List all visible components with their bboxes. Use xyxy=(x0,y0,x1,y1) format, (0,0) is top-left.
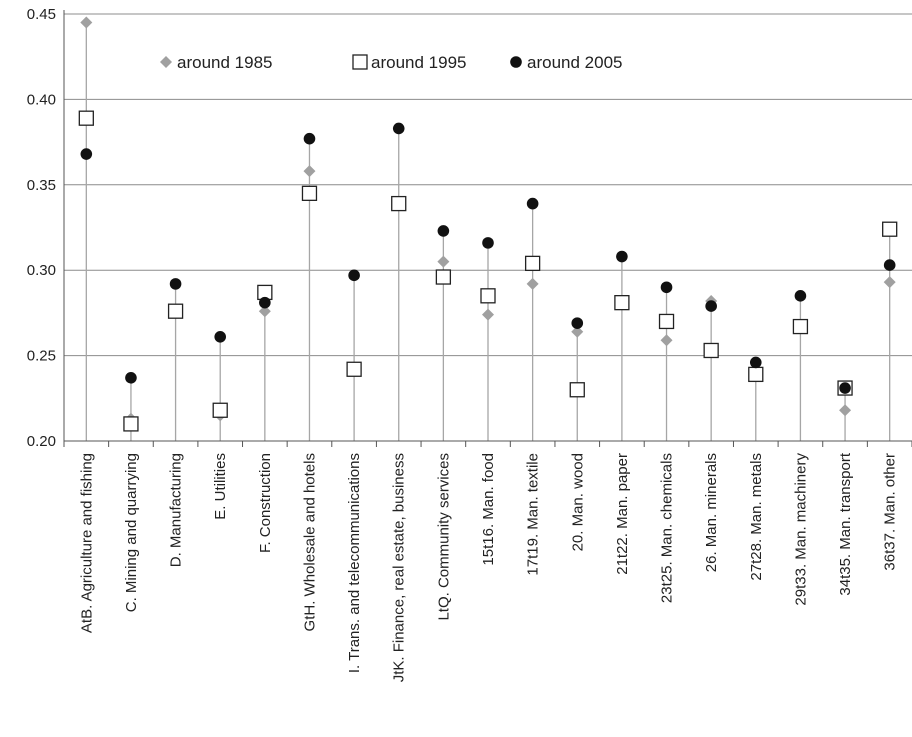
x-category-label: 26. Man. minerals xyxy=(703,453,720,572)
point-square xyxy=(882,221,898,237)
point-square xyxy=(480,288,496,304)
legend-label: around 1995 xyxy=(371,53,466,72)
legend-marker-diamond xyxy=(160,56,172,68)
x-category-label: 15t16. Man. food xyxy=(480,453,497,566)
x-category-label: 34t35. Man. transport xyxy=(837,452,854,595)
axes xyxy=(63,10,912,447)
y-tick-label: 0.45 xyxy=(27,6,56,23)
legend-marker-square xyxy=(352,54,368,70)
x-category-label: 23t25. Man. chemicals xyxy=(659,453,676,603)
point-circle xyxy=(214,331,227,343)
point-diamond xyxy=(883,276,896,289)
point-circle xyxy=(660,281,673,294)
legend-label: around 1985 xyxy=(177,53,272,72)
point-circle xyxy=(348,269,360,282)
legend-marker-circle xyxy=(510,56,522,68)
point-square xyxy=(703,342,719,359)
point-circle xyxy=(80,148,93,160)
point-circle xyxy=(437,225,450,237)
x-category-label: JtK. Finance, real estate, business xyxy=(391,453,408,682)
point-circle xyxy=(259,296,271,309)
x-category-label: 21t22. Man. paper xyxy=(614,453,631,575)
point-square xyxy=(569,382,585,398)
x-category-labels: AtB. Agriculture and fishing C. Mining an… xyxy=(78,452,898,682)
point-circle xyxy=(794,290,807,302)
x-category-label: 36t37. Man. other xyxy=(882,453,899,571)
point-square xyxy=(792,318,809,335)
point-square xyxy=(614,295,630,311)
y-tick-label: 0.30 xyxy=(27,262,56,279)
x-category-label: LtQ. Community services xyxy=(435,453,452,621)
point-square xyxy=(435,269,452,285)
point-square xyxy=(301,185,318,201)
point-circle xyxy=(705,300,717,312)
point-circle xyxy=(392,122,405,135)
point-circle xyxy=(526,197,539,210)
x-category-label: 17t19. Man. textile xyxy=(525,453,542,576)
point-circle xyxy=(303,132,316,145)
point-diamond xyxy=(660,334,673,347)
x-category-label: I. Trans. and telecommunications xyxy=(346,453,363,673)
point-square xyxy=(524,255,541,272)
x-category-label: D. Manufacturing xyxy=(168,453,185,567)
point-square xyxy=(346,361,362,377)
x-category-label: C. Mining and quarrying xyxy=(123,453,140,612)
point-diamond xyxy=(303,165,316,178)
stems xyxy=(85,22,891,441)
point-square xyxy=(78,110,94,126)
x-category-label: F. Construction xyxy=(257,453,274,553)
gridlines xyxy=(64,13,912,357)
x-category-label: 20. Man. wood xyxy=(569,453,586,551)
point-circle xyxy=(125,372,137,384)
data-points xyxy=(78,16,898,432)
point-circle xyxy=(839,382,851,394)
x-category-label: AtB. Agriculture and fishing xyxy=(78,453,95,633)
point-diamond xyxy=(258,305,271,318)
legend-label: around 2005 xyxy=(527,53,622,72)
point-diamond xyxy=(839,404,852,417)
y-tick-labels: 0.20 0.25 0.30 0.35 0.40 0.45 xyxy=(27,6,56,450)
point-circle xyxy=(571,317,584,329)
x-category-label: 29t33. Man. machinery xyxy=(792,453,809,606)
y-tick-label: 0.35 xyxy=(27,177,56,194)
point-square xyxy=(212,402,228,418)
point-circle xyxy=(482,237,494,249)
point-circle xyxy=(169,278,182,290)
point-diamond xyxy=(526,277,539,290)
point-square xyxy=(123,416,139,432)
y-tick-label: 0.20 xyxy=(27,433,56,450)
point-square xyxy=(167,303,184,319)
x-category-label: 27t28. Man. metals xyxy=(748,453,765,581)
point-square xyxy=(748,366,764,383)
x-category-label: GtH. Wholesale and hotels xyxy=(301,453,318,631)
point-diamond xyxy=(437,255,450,268)
legend: around 1985 around 1995 around 2005 xyxy=(160,53,622,72)
y-tick-label: 0.25 xyxy=(27,348,56,365)
x-category-label: E. Utilities xyxy=(212,453,229,520)
point-diamond xyxy=(80,16,93,29)
point-circle xyxy=(883,259,896,271)
point-circle xyxy=(749,356,762,369)
point-square xyxy=(658,313,675,330)
point-diamond xyxy=(482,308,494,321)
point-circle xyxy=(616,250,628,263)
point-square xyxy=(391,195,407,212)
y-tick-label: 0.40 xyxy=(27,91,56,108)
point-diamond xyxy=(571,325,584,338)
